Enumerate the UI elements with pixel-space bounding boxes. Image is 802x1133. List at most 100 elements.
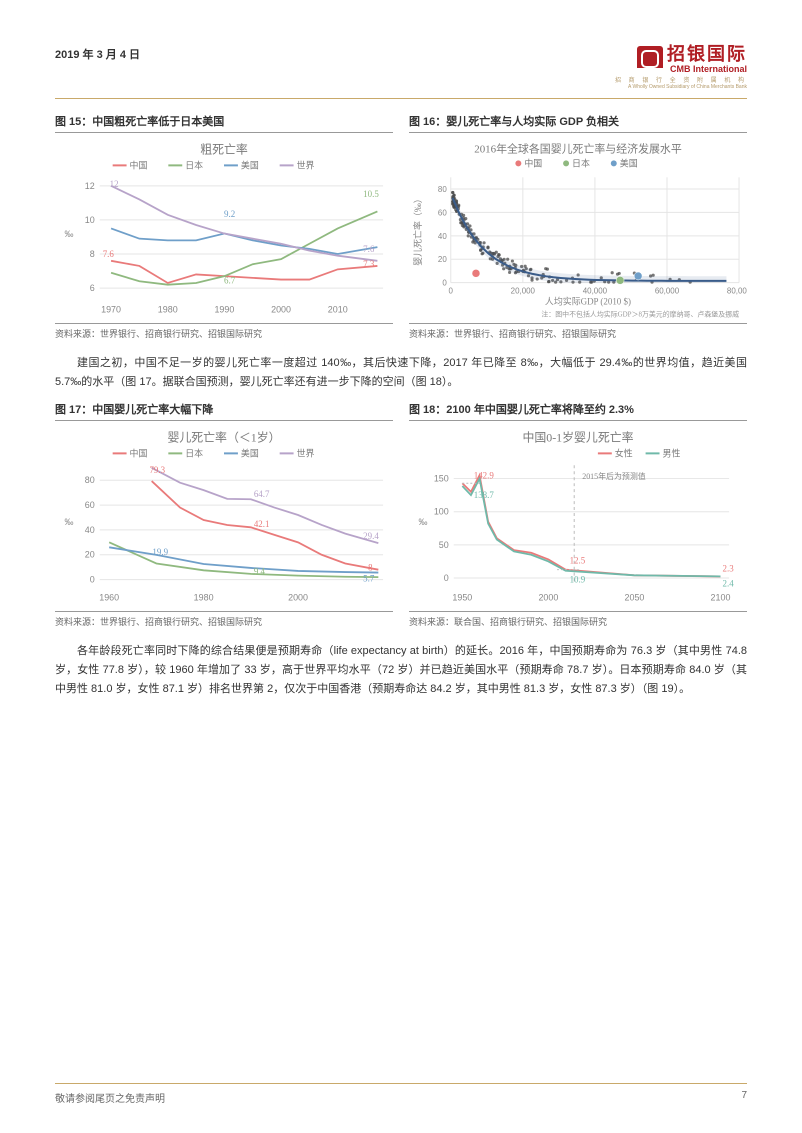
svg-text:29.4: 29.4 [363, 531, 379, 541]
svg-text:80: 80 [438, 185, 447, 194]
svg-text:中国0-1岁婴儿死亡率: 中国0-1岁婴儿死亡率 [522, 431, 633, 445]
chart-17-source: 资料来源：世界银行、招商银行研究、招银国际研究 [55, 611, 393, 628]
svg-text:60: 60 [438, 208, 447, 217]
svg-text:8: 8 [368, 563, 373, 573]
svg-text:世界: 世界 [297, 448, 315, 459]
svg-text:40: 40 [438, 232, 447, 241]
svg-text:0: 0 [442, 279, 447, 288]
svg-text:12.5: 12.5 [570, 556, 586, 566]
svg-text:79.3: 79.3 [149, 466, 165, 476]
svg-text:日本: 日本 [185, 159, 203, 170]
svg-text:婴儿死亡率（‰）: 婴儿死亡率（‰） [412, 194, 423, 266]
svg-text:0: 0 [449, 287, 454, 296]
svg-text:1990: 1990 [214, 305, 234, 315]
svg-text:2.4: 2.4 [722, 579, 734, 589]
svg-text:中国: 中国 [524, 157, 542, 168]
page-header: 2019 年 3 月 4 日 招银国际 CMB International 招 … [55, 40, 747, 90]
chart-18-cell: 图 18：2100 年中国婴儿死亡率将降至约 2.3% 中国0-1岁婴儿死亡率女… [409, 401, 747, 628]
svg-text:10.5: 10.5 [363, 189, 379, 199]
svg-text:女性: 女性 [615, 448, 633, 459]
paragraph-1: 建国之初，中国不足一岁的婴儿死亡率一度超过 140‰，其后快速下降，2017 年… [55, 354, 747, 391]
svg-text:6: 6 [90, 283, 95, 293]
svg-text:婴儿死亡率（＜1岁）: 婴儿死亡率（＜1岁） [167, 431, 280, 445]
chart-16-cell: 图 16：婴儿死亡率与人均实际 GDP 负相关 2016年全球各国婴儿死亡率与经… [409, 113, 747, 340]
svg-text:2010: 2010 [328, 305, 348, 315]
svg-text:2000: 2000 [288, 593, 308, 603]
svg-text:138.7: 138.7 [474, 490, 495, 500]
svg-text:1960: 1960 [99, 593, 119, 603]
svg-text:10: 10 [85, 215, 95, 225]
chart-16-source: 资料来源：世界银行、招商银行研究、招银国际研究 [409, 323, 747, 340]
svg-text:12: 12 [110, 179, 119, 189]
svg-text:美国: 美国 [620, 157, 638, 168]
svg-text:40: 40 [85, 525, 95, 535]
footer-disclaimer: 敬请参阅尾页之免责声明 [55, 1090, 165, 1105]
svg-text:1950: 1950 [452, 593, 472, 603]
svg-text:日本: 日本 [185, 448, 203, 459]
svg-text:2000: 2000 [271, 305, 291, 315]
chart-15-title: 图 15：中国粗死亡率低于日本美国 [55, 113, 393, 133]
report-date: 2019 年 3 月 4 日 [55, 40, 140, 62]
svg-text:40,000: 40,000 [583, 287, 608, 296]
page-footer: 敬请参阅尾页之免责声明 7 [55, 1083, 747, 1105]
svg-text:7.6: 7.6 [103, 249, 115, 259]
svg-text:‰: ‰ [418, 517, 427, 527]
svg-text:1980: 1980 [194, 593, 214, 603]
svg-text:0: 0 [90, 575, 95, 585]
svg-text:50: 50 [439, 540, 449, 550]
logo-text-en: CMB International [667, 64, 747, 74]
svg-text:2015年后为预测值: 2015年后为预测值 [582, 472, 646, 482]
svg-text:男性: 男性 [663, 448, 681, 459]
svg-text:6.7: 6.7 [224, 276, 236, 286]
chart-15-source: 资料来源：世界银行、招商银行研究、招银国际研究 [55, 323, 393, 340]
svg-text:‰: ‰ [64, 517, 73, 527]
svg-text:8: 8 [90, 249, 95, 259]
page-number: 7 [741, 1090, 747, 1105]
logo-subtitle-en: A Wholly Owned Subsidiary of China Merch… [615, 84, 747, 90]
svg-text:中国: 中国 [130, 159, 148, 170]
chart-17-area: 婴儿死亡率（＜1岁）中国日本美国世界020406080‰196019802000… [55, 427, 393, 607]
header-divider [55, 98, 747, 99]
chart-18-title: 图 18：2100 年中国婴儿死亡率将降至约 2.3% [409, 401, 747, 421]
svg-text:80,000: 80,000 [727, 287, 747, 296]
logo-text-cn: 招银国际 [667, 40, 747, 66]
svg-text:12: 12 [85, 181, 95, 191]
svg-text:142.9: 142.9 [474, 471, 495, 481]
svg-text:美国: 美国 [241, 448, 259, 459]
svg-text:150: 150 [434, 474, 449, 484]
svg-text:2050: 2050 [625, 593, 645, 603]
svg-text:60,000: 60,000 [655, 287, 680, 296]
svg-text:9.4: 9.4 [254, 567, 266, 577]
chart-16-title: 图 16：婴儿死亡率与人均实际 GDP 负相关 [409, 113, 747, 133]
svg-text:20,000: 20,000 [511, 287, 536, 296]
svg-text:‰: ‰ [64, 229, 73, 239]
svg-text:5.7: 5.7 [363, 574, 375, 584]
svg-text:20: 20 [85, 550, 95, 560]
svg-text:注：图中不包括人均实际GDP＞8万美元的摩纳哥、卢森堡及挪威: 注：图中不包括人均实际GDP＞8万美元的摩纳哥、卢森堡及挪威 [541, 309, 739, 318]
svg-text:1970: 1970 [101, 305, 121, 315]
svg-text:美国: 美国 [241, 159, 259, 170]
svg-text:7.6: 7.6 [363, 244, 375, 254]
logo-subtitle-cn: 招 商 银 行 全 资 附 属 机 构 [615, 75, 747, 84]
chart-15-cell: 图 15：中国粗死亡率低于日本美国 粗死亡率中国日本美国世界681012‰197… [55, 113, 393, 340]
chart-15-area: 粗死亡率中国日本美国世界681012‰197019801990200020101… [55, 139, 393, 319]
svg-text:1980: 1980 [158, 305, 178, 315]
svg-text:2100: 2100 [711, 593, 731, 603]
svg-text:100: 100 [434, 507, 449, 517]
svg-text:10.9: 10.9 [570, 575, 586, 585]
svg-text:人均实际GDP (2010 $): 人均实际GDP (2010 $) [545, 296, 631, 307]
svg-text:80: 80 [85, 476, 95, 486]
chart-18-source: 资料来源：联合国、招商银行研究、招银国际研究 [409, 611, 747, 628]
chart-18-area: 中国0-1岁婴儿死亡率女性 男性 0 50 100 150 ‰ 1950 2000 2050 210… [409, 427, 747, 607]
svg-text:2000: 2000 [538, 593, 558, 603]
svg-text:7.3: 7.3 [363, 259, 375, 269]
chart-17-cell: 图 17：中国婴儿死亡率大幅下降 婴儿死亡率（＜1岁） 中国 日本 美国 世界 0 20 40… [55, 401, 393, 628]
logo-block: 招银国际 CMB International 招 商 银 行 全 资 附 属 机… [615, 40, 747, 90]
svg-text:中国: 中国 [130, 448, 148, 459]
chart-17-title: 图 17：中国婴儿死亡率大幅下降 [55, 401, 393, 421]
svg-text:64.7: 64.7 [254, 489, 270, 499]
svg-text:粗死亡率: 粗死亡率 [200, 142, 248, 156]
svg-text:2.3: 2.3 [722, 564, 734, 574]
svg-text:0: 0 [444, 573, 449, 583]
svg-text:2016年全球各国婴儿死亡率与经济发展水平: 2016年全球各国婴儿死亡率与经济发展水平 [474, 141, 682, 155]
